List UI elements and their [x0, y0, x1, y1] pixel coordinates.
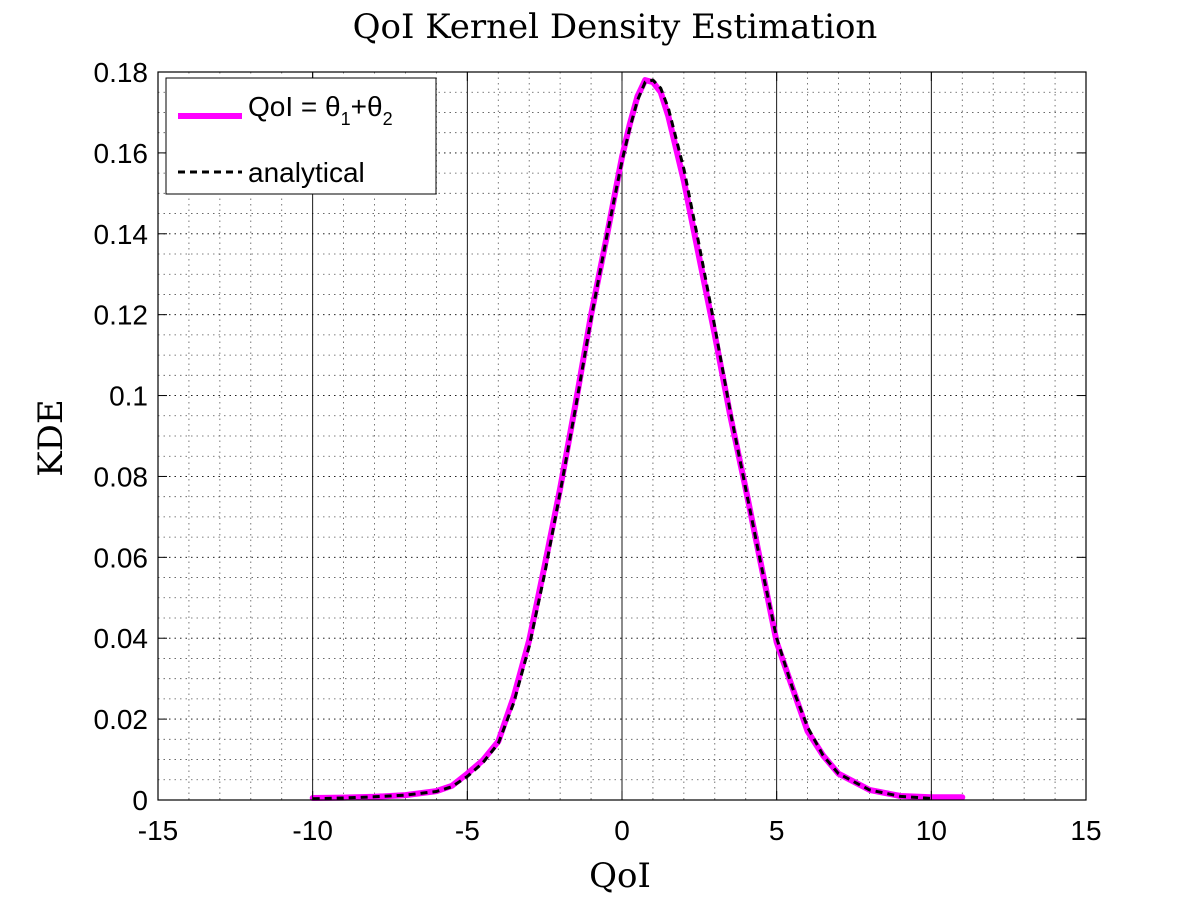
major-grid	[158, 72, 1086, 800]
legend-label-analytical: analytical	[248, 157, 365, 188]
chart-title: QoI Kernel Density Estimation	[353, 7, 878, 47]
y-tick-label: 0.04	[94, 623, 149, 654]
y-tick-label: 0.06	[94, 542, 149, 573]
x-tick-label: -10	[292, 815, 332, 846]
y-tick-labels: 0 0.02 0.04 0.06 0.08 0.1 0.12 0.14 0.16 0.18	[94, 57, 149, 816]
y-tick-label: 0.18	[94, 57, 149, 88]
x-tick-label: 0	[614, 815, 630, 846]
legend-box	[165, 77, 437, 195]
y-axis-label: KDE	[31, 399, 71, 476]
series-analytical-line	[312, 78, 932, 801]
x-tick-label: 5	[769, 815, 785, 846]
y-tick-label: 0.16	[94, 138, 149, 169]
x-axis-label: QoI	[589, 856, 651, 896]
y-tick-label: 0.08	[94, 461, 149, 492]
x-tick-label: -15	[138, 815, 178, 846]
x-tick-label: 10	[916, 815, 947, 846]
series-layer	[309, 77, 966, 801]
x-tick-label: 15	[1070, 815, 1101, 846]
x-tick-label: -5	[455, 815, 480, 846]
legend: QoI = θ1+θ2 analytical	[165, 77, 437, 195]
legend-label-kde: QoI = θ1+θ2	[248, 91, 393, 129]
axis-ticks	[157, 71, 1087, 801]
y-tick-label: 0	[132, 785, 148, 816]
y-tick-label: 0.12	[94, 300, 149, 331]
y-tick-label: 0.14	[94, 219, 149, 250]
y-tick-label: 0.1	[109, 381, 148, 412]
y-tick-label: 0.02	[94, 704, 149, 735]
x-tick-labels: -15 -10 -5 0 5 10 15	[138, 815, 1102, 846]
